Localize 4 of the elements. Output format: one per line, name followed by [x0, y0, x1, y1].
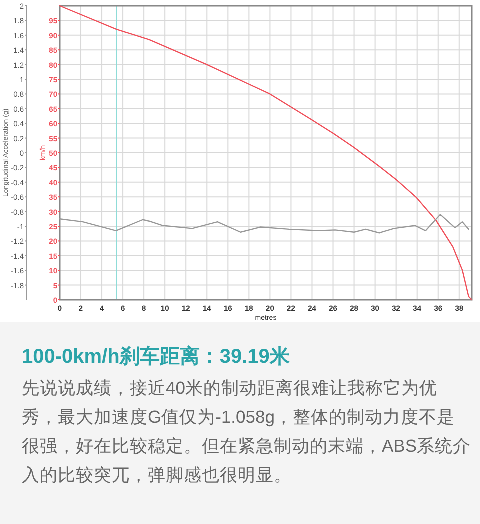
- line-series: [59, 214, 470, 234]
- line-series: [59, 5, 472, 301]
- text: 100-0km/h刹车距离：39.19米: [22, 344, 290, 370]
- text: 先说说成绩，接近40米的制动距离很难让我称它为优秀，最大加速度G值仅为-1.058g，整体的制动力度不是很强，好在比较稳定。但在紧急制动的末端，ABS系统介入的比较突兀，弹脚感也很明显。: [22, 377, 472, 487]
